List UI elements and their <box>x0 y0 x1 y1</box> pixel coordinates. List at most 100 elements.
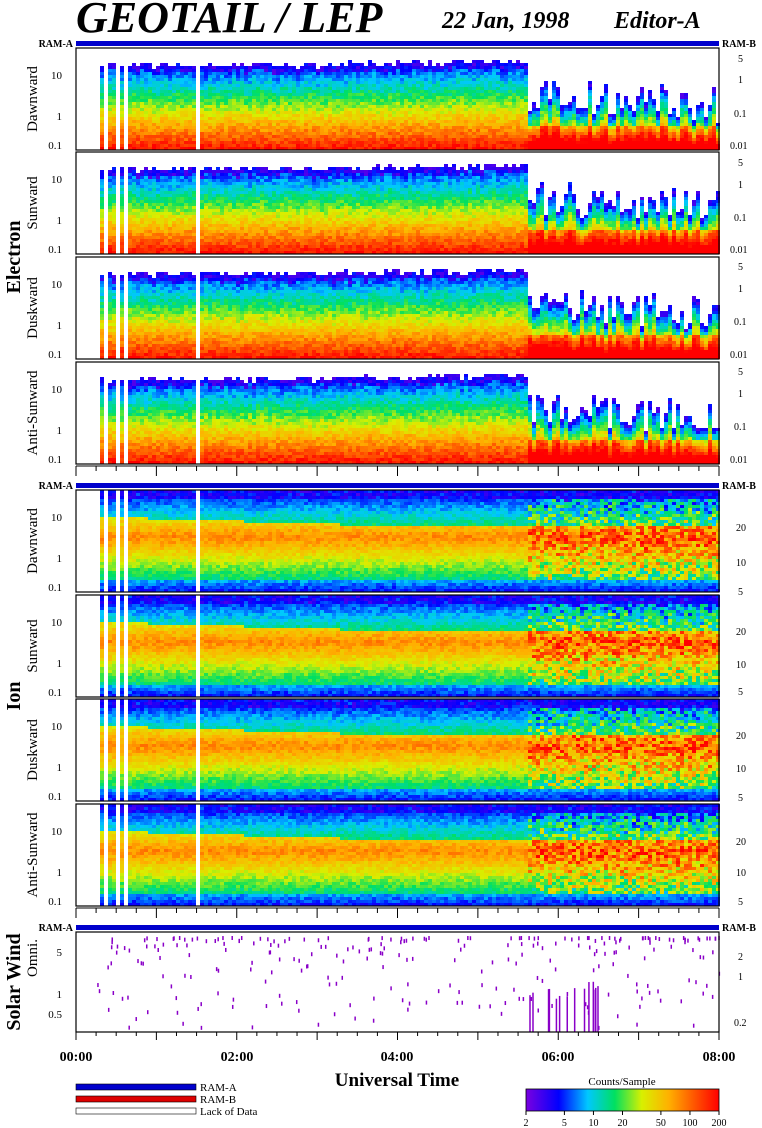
heatmap-cell <box>212 141 216 144</box>
heatmap-cell <box>464 111 468 114</box>
heatmap-cell <box>320 69 324 72</box>
heatmap-cell <box>644 123 648 126</box>
heatmap-cell <box>100 141 104 144</box>
heatmap-cell <box>428 69 432 72</box>
heatmap-cell <box>224 120 228 123</box>
heatmap-cell <box>300 123 304 126</box>
heatmap-cell <box>656 117 660 120</box>
heatmap-cell <box>264 123 268 126</box>
heatmap-cell <box>248 87 252 90</box>
heatmap-cell <box>348 135 352 138</box>
heatmap-cell <box>572 129 576 132</box>
heatmap-cell <box>372 117 376 120</box>
heatmap-cell <box>160 90 164 93</box>
heatmap-cell <box>652 111 656 114</box>
heatmap-cell <box>496 129 500 132</box>
heatmap-cell <box>412 72 416 75</box>
heatmap-cell <box>248 105 252 108</box>
heatmap-cell <box>492 108 496 111</box>
heatmap-cell <box>488 93 492 96</box>
heatmap-cell <box>408 99 412 102</box>
heatmap-cell <box>340 99 344 102</box>
heatmap-cell <box>364 120 368 123</box>
heatmap-cell <box>360 132 364 135</box>
heatmap-cell <box>604 105 608 108</box>
heatmap-cell <box>148 138 152 141</box>
heatmap-cell <box>436 84 440 87</box>
heatmap-cell <box>508 108 512 111</box>
heatmap-cell <box>364 114 368 117</box>
heatmap-cell <box>144 99 148 102</box>
heatmap-cell <box>252 132 256 135</box>
heatmap-cell <box>308 99 312 102</box>
heatmap-cell <box>436 120 440 123</box>
heatmap-cell <box>592 126 596 129</box>
heatmap-cell <box>404 63 408 66</box>
heatmap-cell <box>472 144 476 147</box>
heatmap-cell <box>444 141 448 144</box>
heatmap-cell <box>696 108 700 111</box>
heatmap-cell <box>224 123 228 126</box>
heatmap-cell <box>276 69 280 72</box>
heatmap-cell <box>280 84 284 87</box>
heatmap-cell <box>260 81 264 84</box>
heatmap-cell <box>348 132 352 135</box>
heatmap-cell <box>344 90 348 93</box>
heatmap-cell <box>224 72 228 75</box>
heatmap-cell <box>280 90 284 93</box>
heatmap-cell <box>408 66 412 69</box>
heatmap-cell <box>712 117 716 120</box>
heatmap-cell <box>284 72 288 75</box>
heatmap-cell <box>128 117 132 120</box>
heatmap-cell <box>188 120 192 123</box>
heatmap-cell <box>392 105 396 108</box>
heatmap-cell <box>692 144 696 147</box>
heatmap-cell <box>252 81 256 84</box>
heatmap-cell <box>468 129 472 132</box>
heatmap-cell <box>348 99 352 102</box>
heatmap-cell <box>420 129 424 132</box>
heatmap-cell <box>508 69 512 72</box>
heatmap-cell <box>444 117 448 120</box>
heatmap-cell <box>536 141 540 144</box>
heatmap-cell <box>460 60 464 63</box>
heatmap-cell <box>136 93 140 96</box>
heatmap-cell <box>488 111 492 114</box>
heatmap-cell <box>228 108 232 111</box>
heatmap-cell <box>240 144 244 147</box>
heatmap-cell <box>176 78 180 81</box>
heatmap-cell <box>452 60 456 63</box>
heatmap-cell <box>184 135 188 138</box>
heatmap-cell <box>304 135 308 138</box>
heatmap-cell <box>420 111 424 114</box>
heatmap-cell <box>240 120 244 123</box>
heatmap-cell <box>468 138 472 141</box>
heatmap-cell <box>220 75 224 78</box>
heatmap-cell <box>272 132 276 135</box>
heatmap-cell <box>144 105 148 108</box>
heatmap-cell <box>584 117 588 120</box>
heatmap-cell <box>672 114 676 117</box>
heatmap-cell <box>180 132 184 135</box>
heatmap-cell <box>260 102 264 105</box>
heatmap-cell <box>336 93 340 96</box>
heatmap-cell <box>376 84 380 87</box>
heatmap-cell <box>368 69 372 72</box>
heatmap-cell <box>236 93 240 96</box>
heatmap-cell <box>584 138 588 141</box>
heatmap-cell <box>556 141 560 144</box>
heatmap-cell <box>492 96 496 99</box>
heatmap-cell <box>188 135 192 138</box>
heatmap-cell <box>488 102 492 105</box>
heatmap-cell <box>404 114 408 117</box>
heatmap-cell <box>680 120 684 123</box>
heatmap-cell <box>192 66 196 69</box>
heatmap-cell <box>472 129 476 132</box>
heatmap-cell <box>540 141 544 144</box>
heatmap-cell <box>260 90 264 93</box>
heatmap-cell <box>524 105 528 108</box>
heatmap-cell <box>472 132 476 135</box>
heatmap-cell <box>496 75 500 78</box>
heatmap-cell <box>288 84 292 87</box>
heatmap-cell <box>500 138 504 141</box>
